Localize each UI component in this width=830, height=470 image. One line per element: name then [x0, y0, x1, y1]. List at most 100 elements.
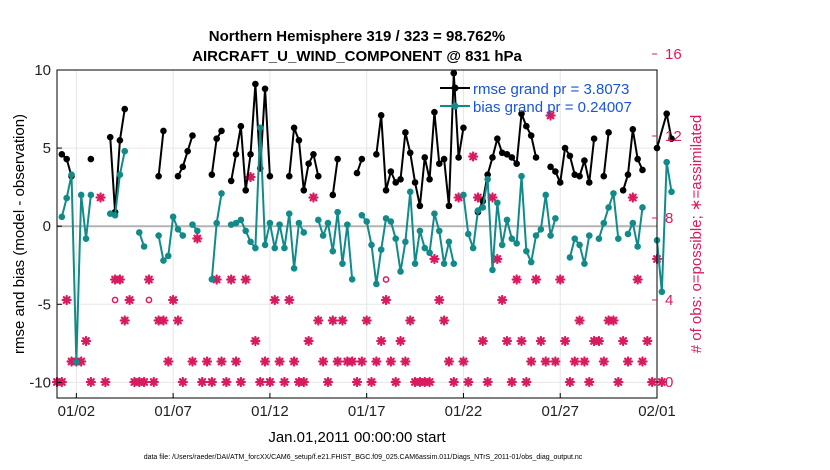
rmse-point [455, 154, 462, 161]
bias-point [82, 235, 90, 242]
bias-point [300, 229, 308, 236]
obs-assimilated-stroke [401, 357, 410, 366]
obs-assimilated-marker [579, 356, 590, 367]
rmse-point [310, 151, 317, 158]
y-axis-label-left: rmse and bias (model - observation) [11, 114, 28, 354]
obs-assimilated-stroke [633, 275, 642, 284]
bias-point [629, 219, 637, 227]
bias-point [261, 241, 269, 249]
bias-point [164, 252, 172, 260]
obs-assimilated-stroke [285, 296, 294, 304]
data-file-footnote: data file: /Users/raeder/DAI/ATM_forcXX/… [144, 454, 583, 461]
x-tick-label: 01/02 [58, 403, 96, 420]
bias-point [160, 257, 167, 264]
obs-assimilated-marker [361, 315, 372, 326]
bias-line-segment [597, 192, 620, 239]
obs-assimilated-stroke [570, 357, 579, 366]
obs-assimilated-stroke [377, 337, 386, 345]
bias-point [571, 235, 579, 242]
obs-assimilated-stroke [522, 378, 531, 386]
obs-assimilated-marker [463, 376, 474, 388]
obs-assimilated-stroke [396, 337, 405, 345]
rmse-point [314, 172, 322, 180]
rmse-point [411, 179, 419, 186]
obs-assimilated-stroke [251, 337, 260, 345]
rmse-point [494, 135, 501, 143]
obs-assimilated-stroke [459, 357, 468, 366]
rmse-point [624, 171, 632, 178]
obs-assimilated-marker [593, 335, 605, 347]
obs-assimilated-stroke [435, 296, 444, 304]
bias-point [121, 147, 129, 155]
obs-assimilated-marker [468, 151, 479, 162]
bias-point [179, 232, 187, 239]
obs-assimilated-stroke [290, 357, 299, 366]
obs-assimilated-stroke [275, 357, 284, 366]
bias-point [566, 254, 574, 261]
rmse-point [174, 172, 182, 180]
bias-point [527, 258, 535, 266]
rmse-point [247, 151, 254, 158]
rmse-point [387, 168, 395, 175]
obs-assimilated-stroke [82, 337, 91, 345]
obs-assimilated-stroke [96, 193, 105, 202]
rmse-point [484, 171, 491, 178]
bias-point [377, 246, 385, 253]
rmse-point [402, 129, 409, 136]
obs-assimilated-marker [313, 315, 324, 326]
rmse-point [585, 179, 593, 186]
bias-point [421, 244, 429, 252]
rmse-point [295, 136, 303, 144]
bias-point [87, 191, 95, 199]
y-tick-label-right: 8 [665, 210, 673, 227]
obs-assimilated-stroke [353, 378, 361, 386]
rmse-point [426, 176, 433, 183]
bias-point [387, 218, 395, 225]
bias-point [484, 176, 491, 183]
obs-possible-marker [145, 296, 153, 304]
obs-assimilated-stroke [270, 296, 279, 304]
bias-point [600, 219, 608, 227]
obs-assimilated-stroke [328, 316, 337, 325]
bias-point [523, 247, 530, 255]
bias-point [547, 232, 554, 239]
obs-assimilated-marker [622, 356, 634, 367]
obs-assimilated-stroke [444, 357, 453, 366]
obs-assimilated-marker [158, 315, 169, 326]
rmse-point [561, 144, 569, 152]
y-tick-label-right: 4 [665, 292, 673, 309]
obs-assimilated-marker [124, 294, 135, 306]
bias-point [406, 188, 414, 196]
bias-point [479, 204, 487, 211]
rmse-point [213, 135, 220, 143]
obs-assimilated-stroke [149, 378, 158, 386]
obs-assimilated-marker [618, 335, 629, 347]
rmse-point [435, 160, 443, 168]
obs-assimilated-stroke [657, 378, 666, 386]
bias-point [397, 268, 404, 275]
obs-assimilated-marker [284, 294, 295, 306]
bias-point [256, 124, 264, 132]
rmse-point [179, 163, 187, 171]
obs-assimilated-stroke [222, 378, 231, 386]
obs-assimilated-stroke [357, 357, 366, 366]
bias-point [68, 171, 75, 178]
grid [57, 69, 658, 398]
bias-point [73, 358, 80, 366]
obs-assimilated-stroke [144, 275, 153, 284]
obs-assimilated-marker [216, 356, 227, 367]
x-tick-label: 02/01 [638, 403, 676, 420]
obs-assimilated-stroke [115, 275, 124, 284]
obs-assimilated-stroke [512, 275, 521, 284]
rmse-point [252, 80, 259, 88]
bias-point [281, 244, 288, 252]
rmse-line-segment [602, 132, 610, 177]
bias-point [605, 204, 612, 211]
obs-assimilated-marker [424, 376, 435, 388]
obs-assimilated-stroke [575, 316, 584, 325]
obs-possible-marker [382, 276, 390, 283]
rmse-point [440, 155, 448, 163]
obs-assimilated-marker [569, 356, 580, 367]
obs-assimilated-stroke [536, 337, 545, 345]
